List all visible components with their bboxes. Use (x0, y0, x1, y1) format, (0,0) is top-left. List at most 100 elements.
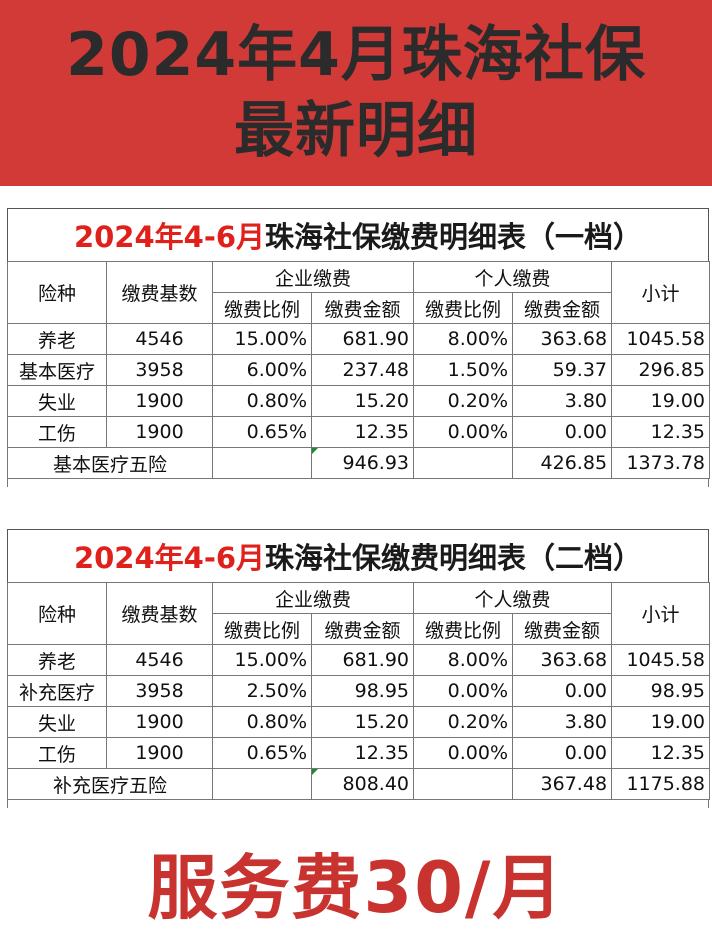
total-company-amount: 808.40 (310, 768, 415, 800)
total-personal-amount: 426.85 (512, 447, 613, 479)
header-company-amount: 缴费金额 (310, 292, 415, 324)
cell-type: 工伤 (7, 416, 107, 448)
cell-type: 工伤 (7, 737, 107, 769)
cell-base: 1900 (106, 706, 213, 738)
header-personal: 个人缴费 (413, 582, 613, 614)
cell-personal-rate: 0.00% (413, 737, 514, 769)
cell-personal-amount: 363.68 (512, 323, 613, 355)
cell-company-rate: 0.80% (212, 706, 312, 738)
cell-type: 补充医疗 (7, 675, 107, 707)
subheader-row: 缴费比例 缴费金额 缴费比例 缴费金额 (8, 613, 710, 645)
header-personal: 个人缴费 (413, 261, 613, 293)
cell-personal-rate: 8.00% (413, 323, 514, 355)
cell-subtotal: 19.00 (611, 385, 711, 417)
service-fee-text: 服务费30/月 (147, 846, 565, 929)
cell-base: 3958 (106, 354, 213, 386)
total-subtotal: 1175.88 (611, 768, 711, 800)
header-insurance-type: 险种 (7, 261, 107, 324)
header-company-amount: 缴费金额 (310, 613, 415, 645)
total-empty (413, 447, 514, 479)
header-personal-amount: 缴费金额 (512, 613, 613, 645)
table-row: 养老 4546 15.00% 681.90 8.00% 363.68 1045.… (7, 323, 711, 355)
cell-personal-rate: 0.20% (413, 385, 514, 417)
contribution-table-tier2: 2024年4-6月 珠海社保缴费明细表（二档） 险种 缴费基数 企业缴费 个人缴… (7, 529, 711, 808)
header-base: 缴费基数 (106, 582, 213, 645)
cell-company-rate: 15.00% (212, 323, 312, 355)
total-row: 补充医疗五险 808.40 367.48 1175.88 (7, 768, 711, 800)
cell-company-rate: 0.65% (212, 416, 312, 448)
cell-base: 1900 (106, 416, 213, 448)
cell-company-amount: 98.95 (310, 675, 415, 707)
header-personal-amount: 缴费金额 (512, 292, 613, 324)
cell-company-amount: 15.20 (310, 385, 415, 417)
header-base: 缴费基数 (106, 261, 213, 324)
table-row: 基本医疗 3958 6.00% 237.48 1.50% 59.37 296.8… (7, 354, 711, 386)
cell-subtotal: 98.95 (611, 675, 711, 707)
table-cut-edge (7, 800, 709, 808)
cell-personal-rate: 0.00% (413, 675, 514, 707)
header-row: 险种 缴费基数 企业缴费 个人缴费 小计 (7, 261, 711, 324)
cell-personal-rate: 1.50% (413, 354, 514, 386)
total-row: 基本医疗五险 946.93 426.85 1373.78 (7, 447, 711, 479)
cell-type: 失业 (7, 385, 107, 417)
table-cut-edge (7, 479, 709, 487)
table-title-period: 2024年4-6月 (73, 220, 266, 254)
contribution-table-tier1: 2024年4-6月 珠海社保缴费明细表（一档） 险种 缴费基数 企业缴费 个人缴… (7, 208, 711, 487)
cell-personal-amount: 59.37 (512, 354, 613, 386)
table-title-name: 珠海社保缴费明细表（二档） (265, 541, 643, 575)
total-personal-amount: 367.48 (512, 768, 613, 800)
cell-base: 1900 (106, 385, 213, 417)
table-row: 工伤 1900 0.65% 12.35 0.00% 0.00 12.35 (7, 737, 711, 769)
cell-personal-amount: 3.80 (512, 706, 613, 738)
cell-company-rate: 0.80% (212, 385, 312, 417)
cell-company-amount: 681.90 (310, 644, 415, 676)
header-personal-rate: 缴费比例 (413, 292, 514, 324)
total-empty (212, 447, 312, 479)
table-title-name: 珠海社保缴费明细表（一档） (265, 220, 643, 254)
cell-type: 基本医疗 (7, 354, 107, 386)
cell-subtotal: 12.35 (611, 737, 711, 769)
cell-personal-amount: 3.80 (512, 385, 613, 417)
cell-company-amount: 681.90 (310, 323, 415, 355)
header-row: 险种 缴费基数 企业缴费 个人缴费 小计 (7, 582, 711, 645)
cell-personal-rate: 0.20% (413, 706, 514, 738)
contribution-table: 险种 缴费基数 企业缴费 个人缴费 小计 缴费比例 缴费金额 缴费比例 缴费金额… (7, 582, 711, 800)
header-subtotal: 小计 (611, 261, 711, 324)
cell-base: 1900 (106, 737, 213, 769)
cell-personal-rate: 8.00% (413, 644, 514, 676)
cell-personal-amount: 0.00 (512, 416, 613, 448)
cell-company-rate: 15.00% (212, 644, 312, 676)
cell-company-amount: 12.35 (310, 416, 415, 448)
total-label: 基本医疗五险 (7, 447, 213, 479)
header-company: 企业缴费 (211, 261, 415, 293)
banner-title-line2: 最新明细 (234, 96, 478, 166)
header-company: 企业缴费 (211, 582, 415, 614)
cell-subtotal: 1045.58 (611, 644, 711, 676)
cell-subtotal: 1045.58 (611, 323, 711, 355)
total-subtotal: 1373.78 (611, 447, 711, 479)
cell-base: 4546 (106, 644, 213, 676)
table-title: 2024年4-6月 珠海社保缴费明细表（一档） (7, 208, 709, 261)
header-banner: 2024年4月珠海社保 最新明细 (0, 0, 712, 186)
table-row: 补充医疗 3958 2.50% 98.95 0.00% 0.00 98.95 (7, 675, 711, 707)
table-row: 工伤 1900 0.65% 12.35 0.00% 0.00 12.35 (7, 416, 711, 448)
cell-personal-amount: 363.68 (512, 644, 613, 676)
cell-base: 4546 (106, 323, 213, 355)
cell-personal-amount: 0.00 (512, 737, 613, 769)
cell-type: 养老 (7, 644, 107, 676)
table-row: 养老 4546 15.00% 681.90 8.00% 363.68 1045.… (7, 644, 711, 676)
cell-company-amount: 15.20 (310, 706, 415, 738)
cell-company-rate: 2.50% (212, 675, 312, 707)
header-company-rate: 缴费比例 (212, 613, 312, 645)
cell-type: 失业 (7, 706, 107, 738)
header-insurance-type: 险种 (7, 582, 107, 645)
cell-company-amount: 12.35 (310, 737, 415, 769)
table-title: 2024年4-6月 珠海社保缴费明细表（二档） (7, 529, 709, 582)
cell-subtotal: 19.00 (611, 706, 711, 738)
banner-title-line1: 2024年4月珠海社保 (66, 20, 646, 90)
cell-subtotal: 12.35 (611, 416, 711, 448)
table-row: 失业 1900 0.80% 15.20 0.20% 3.80 19.00 (7, 385, 711, 417)
cell-personal-rate: 0.00% (413, 416, 514, 448)
table-title-period: 2024年4-6月 (73, 541, 266, 575)
contribution-table: 险种 缴费基数 企业缴费 个人缴费 小计 缴费比例 缴费金额 缴费比例 缴费金额… (7, 261, 711, 479)
